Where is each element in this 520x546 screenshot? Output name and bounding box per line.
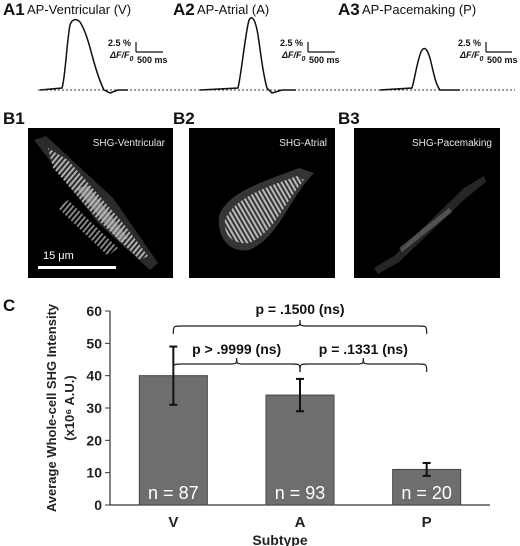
scale-bar-a3 — [485, 42, 512, 53]
scale-label-ms: 500 ms — [137, 55, 168, 65]
scale-label-df: ΔF/F0 — [282, 50, 305, 63]
panel-letter: B3 — [338, 109, 360, 128]
scale-bar-a2 — [307, 42, 335, 53]
significance-bracket — [172, 319, 428, 335]
ap-trace-atrial — [199, 17, 296, 94]
y-tick-label: 40 — [86, 368, 102, 384]
panel-letter: C — [3, 296, 16, 315]
category-label: V — [168, 514, 178, 531]
ap-trace-ventricular — [39, 18, 128, 94]
micrograph-image — [218, 168, 314, 251]
scale-label-ms: 500 ms — [309, 55, 340, 65]
scale-label-df: ΔF/F0 — [460, 50, 483, 63]
y-tick-label: 10 — [86, 465, 102, 481]
micrograph-label: SHG-Pacemaking — [411, 138, 492, 149]
scale-bar-15um — [38, 266, 116, 269]
scale-label-df: ΔF/F0 — [110, 50, 133, 63]
y-tick-label: 20 — [86, 432, 102, 448]
scale-df-text: ΔF/F — [460, 50, 480, 60]
scale-label-ms: 500 ms — [487, 55, 518, 65]
x-axis-title: Subtype — [252, 532, 307, 546]
micrograph-atrial: SHG-Atrial — [189, 128, 335, 278]
ap-trace-pacemaking — [379, 47, 460, 91]
y-axis-subtitle: (x10⁶ A.U.) — [62, 375, 77, 440]
panel-letter: A3 — [338, 0, 360, 19]
panel-title: AP-Ventricular (V) — [27, 2, 132, 17]
n-label: n = 87 — [148, 483, 199, 503]
significance-label: p = .1331 (ns) — [319, 341, 408, 357]
scale-df-subscript: 0 — [301, 55, 306, 63]
scale-label-pct: 2.5 % — [280, 38, 304, 48]
panel-letter: A1 — [3, 0, 25, 19]
scale-bar-label: 15 μm — [43, 250, 74, 262]
significance-label: p = .1500 (ns) — [255, 301, 344, 317]
panel-title: AP-Atrial (A) — [197, 2, 270, 17]
y-tick-label: 0 — [94, 497, 102, 513]
panel-title: AP-Pacemaking (P) — [362, 2, 477, 17]
n-label: n = 20 — [401, 483, 452, 503]
panel-letter: B2 — [173, 109, 195, 128]
micrograph-image — [34, 136, 158, 270]
significance-bracket — [172, 357, 301, 373]
y-tick-label: 50 — [86, 335, 102, 351]
significance-label: p > .9999 (ns) — [192, 341, 281, 357]
scale-label-pct: 2.5 % — [108, 38, 132, 48]
significance-bracket — [299, 357, 428, 373]
micrograph-image — [374, 176, 486, 274]
bar — [265, 394, 335, 506]
scale-df-text: ΔF/F — [282, 50, 302, 60]
scale-df-text: ΔF/F — [110, 50, 130, 60]
bar — [138, 375, 208, 506]
bar-chart: 0 10 20 30 40 50 60 n = 87 Vn = 93 An = 20 Pp = .1… — [44, 299, 490, 546]
category-label: A — [295, 514, 306, 531]
scale-df-subscript: 0 — [479, 55, 484, 63]
scale-bar-a1 — [135, 42, 163, 53]
scale-df-subscript: 0 — [129, 55, 134, 63]
y-tick-label: 60 — [86, 303, 102, 319]
micrograph-label: SHG-Ventricular — [92, 138, 165, 149]
y-axis-title: Average Whole-cell SHG Intensity — [44, 303, 59, 512]
panel-letter: A2 — [173, 0, 195, 19]
y-tick-label: 30 — [86, 400, 102, 416]
category-label: P — [422, 514, 432, 531]
micrograph-label: SHG-Atrial — [279, 138, 327, 149]
scale-label-pct: 2.5 % — [458, 38, 482, 48]
micrograph-pacemaking: SHG-Pacemaking — [354, 128, 500, 278]
n-label: n = 93 — [275, 483, 326, 503]
ap-traces — [38, 17, 515, 94]
micrograph-ventricular: SHG-Ventricular 15 μm — [28, 128, 173, 278]
panel-letter: B1 — [3, 109, 25, 128]
